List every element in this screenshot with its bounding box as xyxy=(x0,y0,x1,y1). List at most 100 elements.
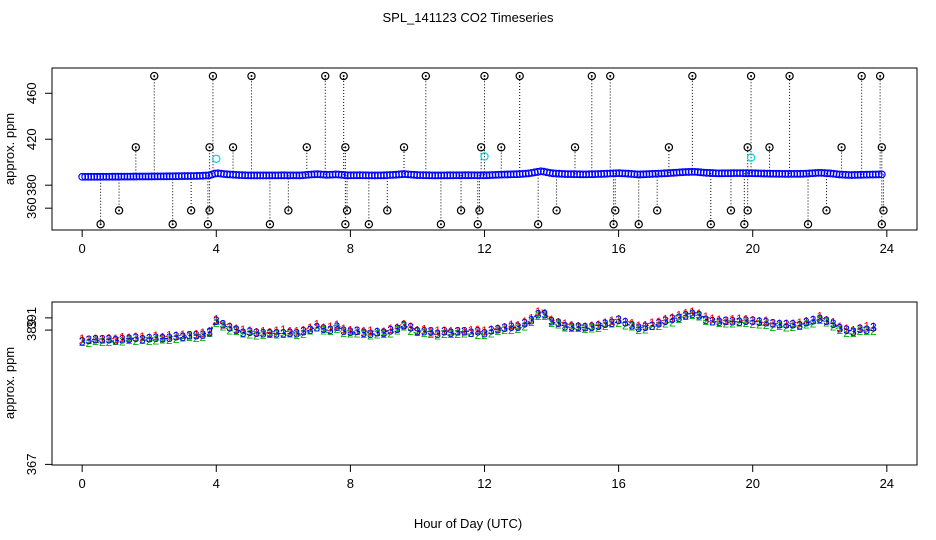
series-1-marker: 1 xyxy=(240,323,247,337)
series-3-marker: 3 xyxy=(548,314,555,328)
series-1-marker: 1 xyxy=(273,324,280,338)
outlier-point xyxy=(341,220,350,229)
outlier-point-center xyxy=(153,75,156,78)
series-3-marker: 3 xyxy=(320,322,327,336)
bottom-data-marks: 1 1 1 1 1 1 1 1 1 1 1 1 1 1 1 1 1 1 1 11 1 1 1 1 1 1 1 1 1 1 1 1 1 1 1 1 1 1 1… xyxy=(79,305,877,350)
series-3-marker: 3 xyxy=(280,326,287,340)
series-1-marker: 1 xyxy=(635,319,642,333)
series-3-marker: 3 xyxy=(501,321,508,335)
series-3-marker: 3 xyxy=(528,313,535,327)
outlier-point xyxy=(611,206,620,215)
outlier-point-center xyxy=(750,75,753,78)
outlier-point-center xyxy=(206,223,209,226)
outlier-point xyxy=(456,206,466,215)
series-1-marker: 1 xyxy=(381,325,388,339)
series-3-marker: 3 xyxy=(655,317,662,331)
series-3-marker: 3 xyxy=(327,323,334,337)
series-3-marker: 3 xyxy=(749,314,756,328)
outlier-point-center xyxy=(344,146,347,149)
series-2-marker: 2 xyxy=(260,328,267,342)
series-1-marker: 1 xyxy=(79,332,86,346)
series-3-marker: 3 xyxy=(622,315,629,329)
series-2-marker: 2 xyxy=(173,332,180,346)
outlier-point xyxy=(476,143,486,152)
series-3-marker: 3 xyxy=(702,313,709,327)
series-2-marker: 2 xyxy=(535,309,542,323)
series-3-marker: 3 xyxy=(314,320,321,334)
series-3-marker: 3 xyxy=(756,315,763,329)
series-1-marker: 1 xyxy=(394,321,401,335)
series-1-marker: 1 xyxy=(749,314,756,328)
series-2-marker: 2 xyxy=(508,323,515,337)
x-tick-label: 8 xyxy=(347,476,354,491)
series-3-marker: 3 xyxy=(729,315,736,329)
outlier-point xyxy=(688,71,697,81)
x-tick-label: 16 xyxy=(611,241,625,256)
outlier-point xyxy=(857,71,866,81)
series-2-marker: 2 xyxy=(320,323,327,337)
series-2-marker: 2 xyxy=(246,327,253,341)
series-3-marker: 3 xyxy=(769,317,776,331)
series-3-marker: 3 xyxy=(468,326,475,340)
series-2-marker: 2 xyxy=(736,315,743,329)
outlier-point xyxy=(321,71,330,81)
series-3-marker: 3 xyxy=(367,327,374,341)
outlier-point xyxy=(342,206,352,215)
series-1-marker: 1 xyxy=(662,313,669,327)
outlier-point xyxy=(421,71,431,81)
series-1-marker: 1 xyxy=(702,310,709,324)
series-2-line xyxy=(82,311,877,344)
series-1-marker: 1 xyxy=(193,327,200,341)
series-3-marker: 3 xyxy=(662,314,669,328)
series-2-marker: 2 xyxy=(401,319,408,333)
series-2-marker: 2 xyxy=(441,327,448,341)
outlier-point xyxy=(480,71,489,81)
series-1-marker: 1 xyxy=(421,323,428,337)
series-1-marker: 1 xyxy=(796,316,803,330)
series-1-marker: 1 xyxy=(428,325,435,339)
series-2-marker: 2 xyxy=(374,328,381,342)
series-3-marker: 3 xyxy=(206,325,213,339)
series-2-marker: 2 xyxy=(347,327,354,341)
series-2-marker: 2 xyxy=(515,322,522,336)
y-tick-label: 367 xyxy=(24,454,39,476)
series-1-marker: 1 xyxy=(850,323,857,337)
outlier-point-center xyxy=(656,209,659,212)
series-3-marker: 3 xyxy=(428,325,435,339)
series-3-marker: 3 xyxy=(414,325,421,339)
series-3-marker: 3 xyxy=(79,335,86,349)
top-ylabel: approx. ppm xyxy=(2,113,17,185)
series-1-marker: 1 xyxy=(300,323,307,337)
series-2-marker: 2 xyxy=(153,334,160,348)
series-1-marker: 1 xyxy=(837,320,844,334)
series-1-marker: 1 xyxy=(367,324,374,338)
series-3-marker: 3 xyxy=(226,320,233,334)
series-1-marker: 1 xyxy=(548,313,555,327)
outlier-point-center xyxy=(729,209,732,212)
series-3-marker: 3 xyxy=(193,328,200,342)
series-1-marker: 1 xyxy=(126,331,133,345)
data-point xyxy=(874,170,883,179)
outlier-point-center xyxy=(807,223,810,226)
series-1-marker: 1 xyxy=(816,310,823,324)
outlier-point xyxy=(822,206,831,215)
series-2-marker: 2 xyxy=(307,324,314,338)
series-3-marker: 3 xyxy=(521,317,528,331)
series-3-marker: 3 xyxy=(354,324,361,338)
series-1-marker: 1 xyxy=(166,328,173,342)
series-2-marker: 2 xyxy=(595,321,602,335)
series-2-marker: 2 xyxy=(568,321,575,335)
series-3-marker: 3 xyxy=(293,326,300,340)
outlier-point-center xyxy=(500,146,503,149)
series-3-marker: 3 xyxy=(609,316,616,330)
series-2-marker: 2 xyxy=(193,331,200,345)
x-tick-label: 8 xyxy=(347,241,354,256)
outlier-point xyxy=(746,71,756,81)
series-3-marker: 3 xyxy=(575,320,582,334)
x-tick-label: 24 xyxy=(880,476,894,491)
series-1-marker: 1 xyxy=(602,316,609,330)
outlier-point-center xyxy=(346,209,349,212)
outlier-point-center xyxy=(882,209,885,212)
series-2-marker: 2 xyxy=(548,316,555,330)
